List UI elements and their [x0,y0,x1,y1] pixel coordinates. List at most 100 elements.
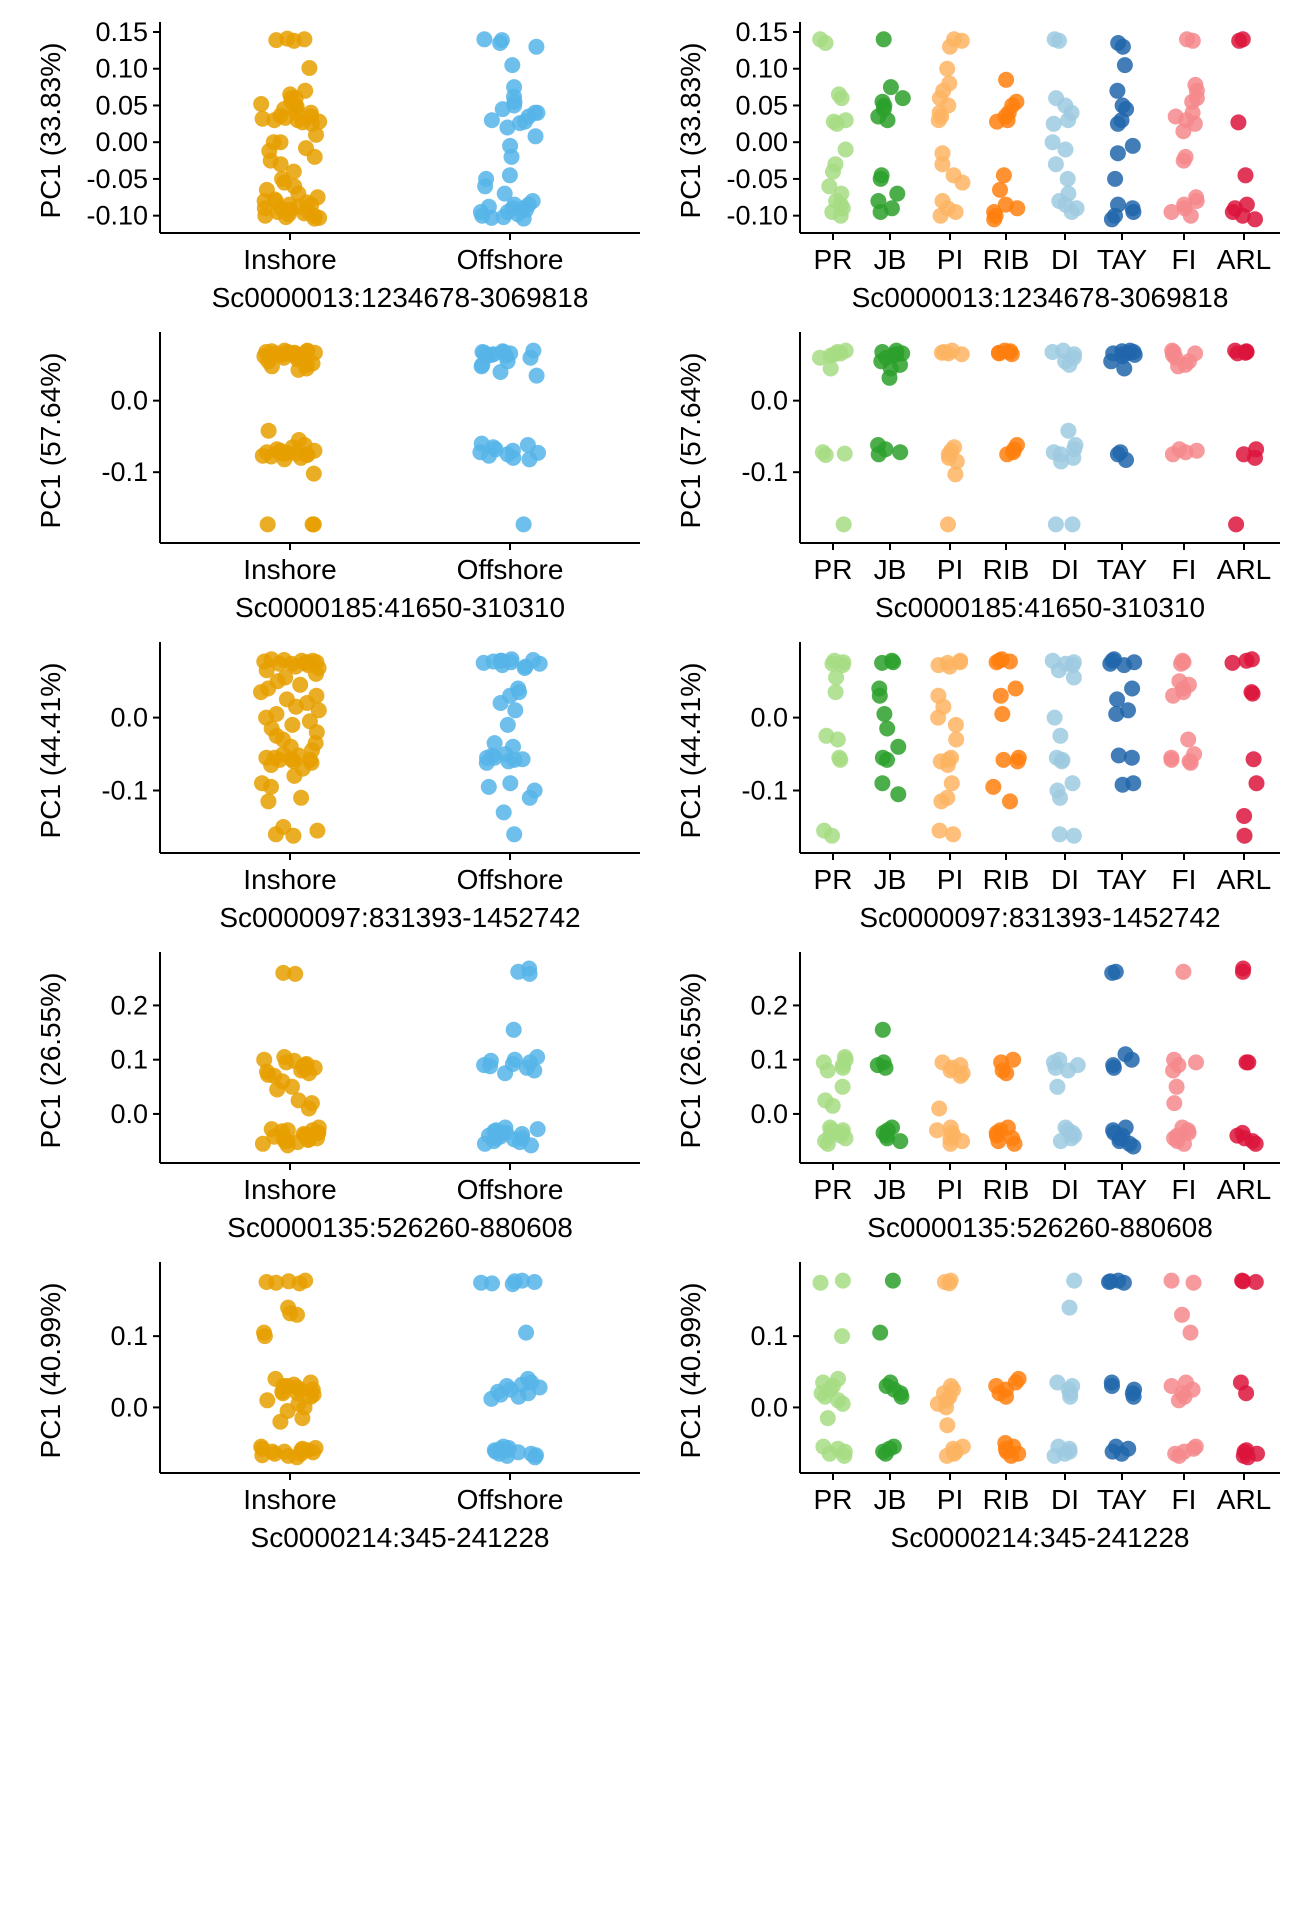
x-axis-title: Sc0000185:41650-310310 [235,592,565,623]
data-point-jb [874,654,891,671]
data-point-arl [1234,207,1251,224]
data-point-offshore [492,364,509,380]
y-tick-label: 0.15 [735,17,788,47]
x-tick-label: JB [874,244,907,275]
data-point-pi [939,1417,956,1434]
x-axis-title: Sc0000135:526260-880608 [867,1212,1213,1243]
data-point-di [1051,32,1067,49]
data-point-di [1047,156,1064,173]
y-axis-title: PC1 (44.41%) [35,663,66,839]
data-point-jb [879,751,895,768]
data-point-pi [933,793,950,810]
data-point-tay [1109,82,1126,99]
data-point-pi [939,60,956,77]
data-point-fi [1185,1274,1202,1291]
data-point-inshore [274,1385,291,1402]
data-point-inshore [300,1100,317,1117]
data-point-offshore [505,1021,522,1038]
data-point-inshore [289,1306,305,1323]
data-point-di [1057,141,1074,158]
data-point-di [1044,134,1061,151]
data-point-rib [1006,1135,1023,1152]
data-point-inshore [287,965,304,982]
x-tick-label: PI [937,554,963,585]
x-tick-label: DI [1051,1484,1079,1515]
data-point-di [1064,657,1081,674]
data-point-offshore [527,1449,543,1466]
data-point-pi [941,658,958,675]
data-point-inshore [258,444,275,461]
data-point-pr [817,447,834,463]
data-point-rib [988,654,1005,671]
x-tick-label: RIB [983,554,1030,585]
y-tick-label: 0.0 [750,1392,788,1422]
data-point-jb [879,112,896,129]
x-tick-label: Inshore [243,1174,336,1205]
data-point-inshore [268,345,285,362]
data-point-pr [836,1447,853,1464]
data-point-fi [1176,1135,1192,1152]
data-point-inshore [301,60,318,76]
data-point-offshore [528,38,545,55]
data-point-fi [1177,444,1194,461]
data-point-inshore [303,108,320,125]
data-point-offshore [504,57,521,74]
data-point-inshore [285,827,302,844]
y-tick-label: 0.0 [750,1099,788,1129]
panel-r4-right: 0.2 0.1 0.0 PC1 (26.55%) PR JB PI RIB DI TAY FI ARL… [675,952,1280,1243]
data-point-inshore [309,822,326,839]
data-point-rib [989,113,1005,130]
data-point-pi [947,466,964,483]
y-tick-label: 0.0 [110,1392,148,1422]
data-point-rib [995,751,1012,768]
data-point-arl [1228,516,1245,533]
data-point-offshore [507,702,524,719]
data-point-pi [930,112,947,129]
data-point-arl [1248,775,1265,792]
x-tick-label: RIB [983,244,1030,275]
data-point-rib [1003,346,1020,363]
data-point-pi [931,822,948,839]
data-point-inshore [305,465,322,482]
data-point-rib [991,345,1008,362]
data-point-offshore [494,101,511,118]
data-point-pr [834,657,851,674]
data-point-tay [1116,57,1133,74]
data-point-fi [1182,207,1199,224]
data-point-inshore [288,698,304,715]
data-point-offshore [526,1062,543,1079]
data-point-tay [1113,1445,1130,1462]
data-point-di [1046,709,1063,726]
data-point-fi [1182,754,1199,771]
data-point-inshore [293,1442,310,1459]
data-point-offshore [497,1065,514,1082]
data-point-di [1064,516,1081,533]
data-point-offshore [500,753,517,770]
data-point-arl [1224,654,1241,671]
data-point-pi [948,453,965,470]
data-point-di [1047,1059,1064,1076]
data-point-pi [934,156,951,173]
data-point-pr [821,178,838,195]
x-tick-label: TAY [1097,864,1148,895]
data-point-offshore [486,749,503,766]
data-point-fi [1165,1062,1182,1079]
data-point-offshore [483,112,500,129]
data-point-tay [1109,115,1126,132]
data-point-arl [1247,1135,1264,1152]
y-tick-label: 0.00 [95,127,148,157]
data-point-di [1049,1078,1066,1095]
x-tick-label: PR [814,1174,853,1205]
data-point-offshore [488,1130,504,1147]
data-point-inshore [286,767,303,784]
data-point-inshore [306,207,323,224]
data-point-offshore [505,449,522,466]
data-point-pi [948,731,965,748]
data-point-inshore [263,358,280,375]
data-point-pi [930,709,947,726]
data-point-jb [875,31,892,48]
data-point-pi [929,1122,945,1139]
data-point-tay [1105,1059,1122,1076]
data-point-tay [1123,1051,1140,1068]
